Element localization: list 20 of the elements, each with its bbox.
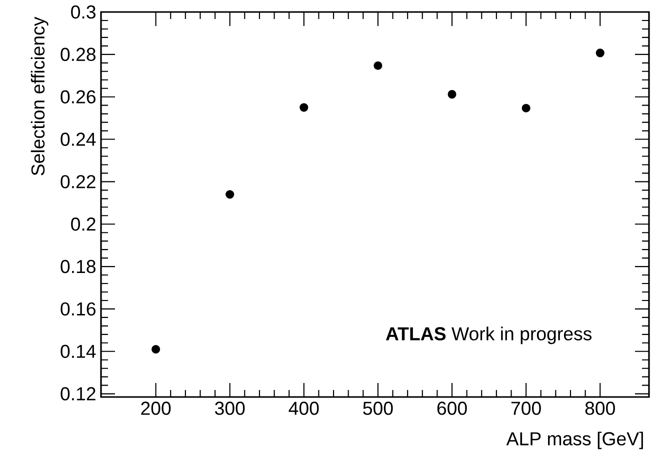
y-tick-label: 0.3 [71,5,96,19]
annotation: ATLAS Work in progress [386,326,592,344]
y-tick-label: 0.14 [60,344,96,358]
y-axis-title: Selection efficiency [30,16,48,176]
y-tick-label: 0.12 [60,387,96,400]
x-tick-label: 800 [585,402,615,415]
y-tick-label: 0.22 [60,175,96,188]
x-tick-label: 200 [141,402,171,415]
y-tick-label: 0.2 [71,217,96,231]
x-tick-label: 600 [437,402,467,415]
x-tick-label: 400 [288,402,319,415]
y-tick-label: 0.18 [60,260,96,274]
y-tick-label: 0.16 [60,302,96,316]
x-axis-title: ALP mass [GeV] [506,432,643,450]
x-tick-label: 700 [511,402,541,415]
y-tick-label: 0.28 [60,48,96,62]
y-tick-label: 0.24 [60,132,96,146]
y-tick-label: 0.26 [60,90,96,104]
x-tick-label: 300 [214,402,245,415]
x-tick-label: 500 [363,402,393,415]
